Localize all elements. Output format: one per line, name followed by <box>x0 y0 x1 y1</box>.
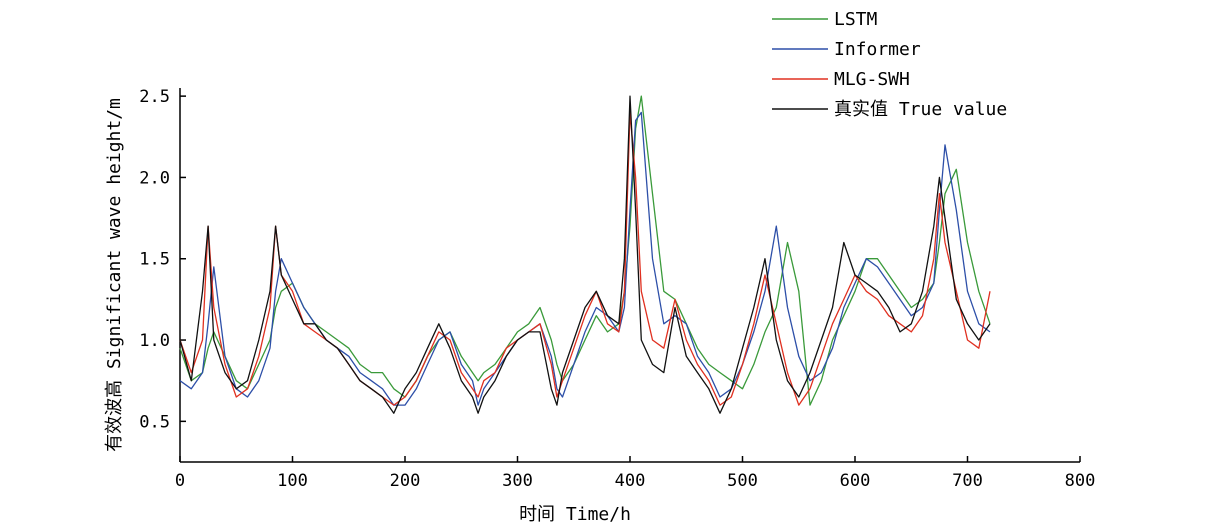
legend-label: MLG-SWH <box>834 69 910 90</box>
x-tick-label: 700 <box>952 471 983 491</box>
y-tick-label: 2.5 <box>139 87 170 107</box>
x-tick-label: 300 <box>502 471 533 491</box>
x-tick-label: 200 <box>390 471 421 491</box>
x-tick-label: 400 <box>615 471 646 491</box>
y-tick-label: 2.0 <box>139 168 170 188</box>
legend-label: 真实值 True value <box>834 99 1007 120</box>
legend-label: Informer <box>834 39 921 60</box>
series-line-lstm <box>179 95 991 406</box>
x-tick-label: 600 <box>840 471 871 491</box>
x-tick-label: 0 <box>175 471 185 491</box>
y-axis-title: 有效波高 Significant wave height/m <box>104 98 125 452</box>
series-line-informer <box>179 111 991 406</box>
x-tick-label: 500 <box>727 471 758 491</box>
x-tick-label: 100 <box>277 471 308 491</box>
x-axis-title: 时间 Time/h <box>519 504 631 524</box>
y-tick-label: 1.5 <box>139 250 170 270</box>
x-tick-label: 800 <box>1065 471 1096 491</box>
legend: LSTM Informer MLG-SWH 真实值 True value <box>772 9 1007 120</box>
y-tick-label: 1.0 <box>139 331 170 351</box>
legend-label: LSTM <box>834 9 878 30</box>
y-ticks: 0.5 1.0 1.5 2.0 2.5 <box>139 87 186 432</box>
y-tick-label: 0.5 <box>139 412 170 432</box>
series-line-mlg-swh <box>179 111 991 406</box>
series-line-true-value <box>179 95 991 414</box>
series-lines <box>179 95 991 414</box>
x-ticks: 0 100 200 300 400 500 600 700 800 <box>175 456 1095 491</box>
